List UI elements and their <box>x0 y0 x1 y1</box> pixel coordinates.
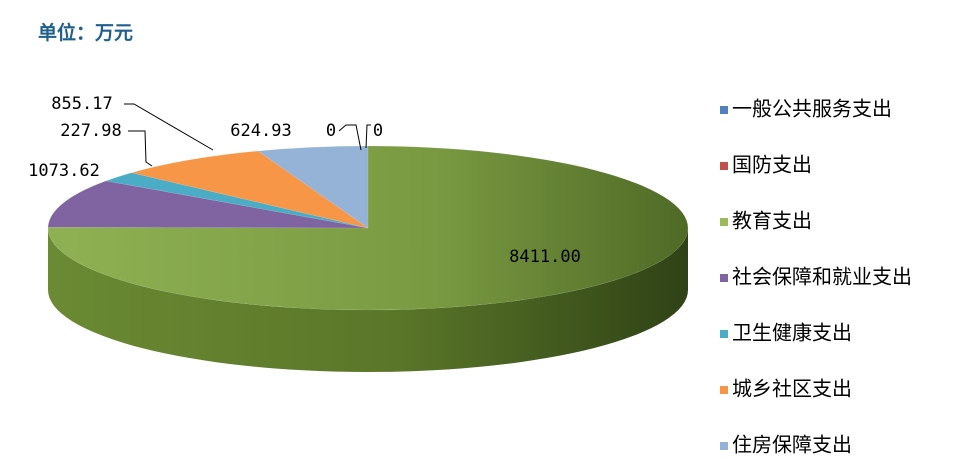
legend-label-0: 一般公共服务支出 <box>732 97 892 121</box>
legend-label-1: 国防支出 <box>732 153 812 177</box>
slice-4-data-label: 227.98 <box>60 121 121 141</box>
slice-6-data-label: 624.93 <box>230 121 291 141</box>
slice-4-leader-line <box>128 130 153 167</box>
slice-2-data-label: 8411.00 <box>509 247 581 267</box>
legend: 一般公共服务支出国防支出教育支出社会保障和就业支出卫生健康支出城乡社区支出住房保… <box>720 97 912 457</box>
legend-swatch-5 <box>720 386 728 394</box>
legend-swatch-4 <box>720 330 728 338</box>
slice-3-top <box>47 180 369 229</box>
legend-swatch-3 <box>720 274 728 282</box>
legend-label-2: 教育支出 <box>732 209 812 233</box>
slice-4-top <box>105 172 369 229</box>
legend-swatch-2 <box>720 218 728 226</box>
slice-0-leader-line <box>338 124 362 151</box>
legend-swatch-0 <box>720 106 728 114</box>
legend-swatch-6 <box>720 442 728 450</box>
slice-1-data-label: 0 <box>373 121 383 141</box>
slice-5-leader-line <box>124 103 214 151</box>
legend-label-6: 住房保障支出 <box>732 433 852 457</box>
legend-label-4: 卫生健康支出 <box>732 321 852 345</box>
slice-0-data-label: 0 <box>326 121 336 141</box>
legend-label-5: 城乡社区支出 <box>732 377 852 401</box>
unit-label: 单位：万元 <box>38 22 134 44</box>
slice-6-top <box>257 145 369 229</box>
slice-5-data-label: 855.17 <box>51 94 112 114</box>
legend-swatch-1 <box>720 162 728 170</box>
slice-5-top <box>131 150 369 229</box>
slice-3-data-label: 1073.62 <box>28 161 100 181</box>
slice-2-top <box>47 145 689 311</box>
slice-2-side <box>48 228 688 372</box>
slice-1-leader-line <box>365 124 371 149</box>
legend-label-3: 社会保障和就业支出 <box>732 265 912 289</box>
